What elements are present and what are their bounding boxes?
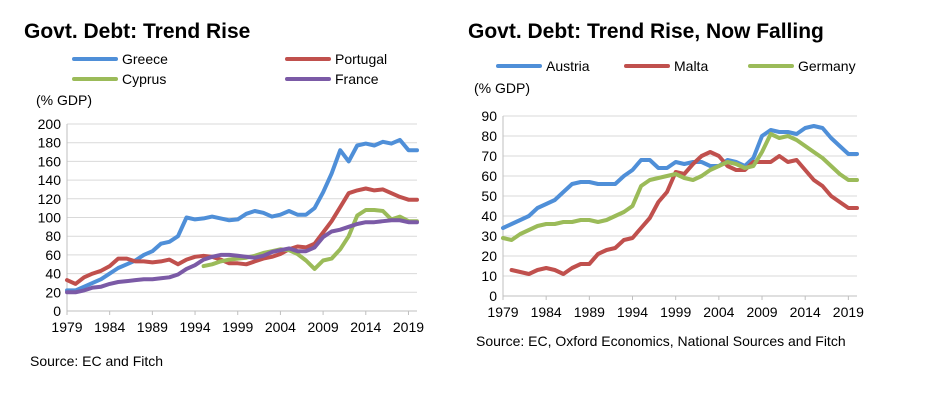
x-tick-label: 1979 bbox=[51, 319, 82, 335]
legend-label-cyprus: Cyprus bbox=[122, 71, 166, 87]
right-chart-source: Source: EC, Oxford Economics, National S… bbox=[476, 333, 846, 349]
y-tick-label: 140 bbox=[38, 172, 62, 188]
series-line-austria bbox=[501, 124, 859, 230]
x-tick-label: 2014 bbox=[790, 304, 821, 320]
y-tick-label: 60 bbox=[45, 247, 61, 263]
right-chart-title: Govt. Debt: Trend Rise, Now Falling bbox=[468, 20, 824, 43]
y-axis-label: (% GDP) bbox=[474, 80, 530, 96]
series-line-cyprus bbox=[201, 208, 419, 271]
x-tick-label: 2019 bbox=[393, 319, 424, 335]
y-tick-label: 40 bbox=[481, 208, 497, 224]
y-tick-label: 160 bbox=[38, 153, 62, 169]
x-tick-label: 2014 bbox=[350, 319, 381, 335]
series-line-germany bbox=[501, 132, 859, 242]
x-tick-label: 1999 bbox=[222, 319, 253, 335]
legend-label-portugal: Portugal bbox=[335, 51, 387, 67]
x-tick-label: 2009 bbox=[308, 319, 339, 335]
x-tick-label: 1994 bbox=[179, 319, 210, 335]
left-chart-panel: Govt. Debt: Trend Rise 0 20 40 60 80 100 120 14… bbox=[0, 0, 460, 402]
y-tick-label: 20 bbox=[481, 248, 497, 264]
series-line-greece bbox=[65, 137, 419, 293]
y-tick-label: 40 bbox=[45, 266, 61, 282]
left-chart-source: Source: EC and Fitch bbox=[30, 353, 164, 369]
x-tick-label: 2004 bbox=[703, 304, 734, 320]
series-line-france bbox=[65, 218, 419, 295]
y-tick-label: 0 bbox=[53, 303, 61, 319]
y-tick-label: 200 bbox=[38, 116, 62, 132]
right-chart: 0 10 20 30 40 50 60 70 80 90 1979 1984 1989 1994 1999 2… bbox=[474, 58, 864, 320]
x-tick-label: 1994 bbox=[617, 304, 648, 320]
y-tick-label: 120 bbox=[38, 191, 62, 207]
x-tick-label: 1989 bbox=[137, 319, 168, 335]
y-tick-label: 180 bbox=[38, 135, 62, 151]
x-tick-label: 2019 bbox=[833, 304, 864, 320]
legend-label-france: France bbox=[335, 71, 379, 87]
y-tick-label: 80 bbox=[481, 128, 497, 144]
y-tick-label: 20 bbox=[45, 284, 61, 300]
y-tick-label: 100 bbox=[38, 210, 62, 226]
legend-label-germany: Germany bbox=[798, 58, 856, 74]
left-chart-title: Govt. Debt: Trend Rise bbox=[24, 20, 251, 43]
x-tick-label: 1984 bbox=[531, 304, 562, 320]
x-tick-label: 2009 bbox=[746, 304, 777, 320]
series-line-malta bbox=[509, 150, 859, 276]
y-tick-label: 10 bbox=[481, 268, 497, 284]
x-tick-label: 1999 bbox=[660, 304, 691, 320]
x-tick-label: 1984 bbox=[94, 319, 125, 335]
y-tick-label: 50 bbox=[481, 188, 497, 204]
y-tick-label: 80 bbox=[45, 228, 61, 244]
legend-label-greece: Greece bbox=[122, 51, 168, 67]
right-chart-panel: Govt. Debt: Trend Rise, Now Falling 0 10 2… bbox=[460, 0, 938, 402]
y-tick-label: 90 bbox=[481, 108, 497, 124]
legend-label-austria: Austria bbox=[546, 58, 590, 74]
y-tick-label: 30 bbox=[481, 228, 497, 244]
y-tick-label: 70 bbox=[481, 148, 497, 164]
y-axis-label: (% GDP) bbox=[36, 92, 92, 108]
legend-label-malta: Malta bbox=[674, 58, 708, 74]
y-tick-label: 60 bbox=[481, 168, 497, 184]
x-tick-label: 1979 bbox=[487, 304, 518, 320]
x-tick-label: 2004 bbox=[265, 319, 296, 335]
series-line-portugal bbox=[65, 186, 419, 286]
y-tick-label: 0 bbox=[489, 288, 497, 304]
left-chart: 0 20 40 60 80 100 120 140 160 180 200 1979 1984 1989 1… bbox=[36, 51, 424, 335]
x-tick-label: 1989 bbox=[574, 304, 605, 320]
